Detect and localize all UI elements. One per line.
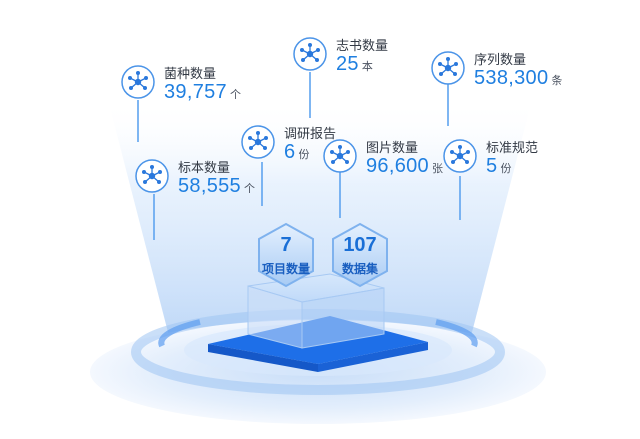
microbe-network-icon: [431, 51, 465, 85]
hex-label: 数据集: [341, 262, 378, 276]
stat-unit: 本: [361, 61, 374, 73]
leader-lines: [137, 72, 461, 240]
stat-label: 标本数量: [178, 160, 231, 175]
stat-label: 标准规范: [486, 140, 539, 155]
microbe-network-icon: [323, 139, 357, 173]
stat-value: 5: [486, 155, 498, 177]
stat-value: 538,300: [474, 67, 549, 89]
stat-unit: 张: [431, 163, 444, 175]
stat-unit: 份: [298, 149, 310, 161]
hex-value: 7: [280, 234, 292, 256]
microbe-network-icon: [135, 159, 169, 193]
hex-label: 项目数量: [261, 262, 310, 276]
stat-value: 39,757: [164, 81, 227, 103]
hex-project-count: 7 项目数量: [256, 222, 316, 288]
hex-dataset-count: 107 数据集: [330, 222, 390, 288]
stat-label: 菌种数量: [164, 66, 217, 81]
stat-unit: 个: [229, 89, 242, 101]
stat-label: 图片数量: [366, 140, 419, 155]
microbe-network-icon: [443, 139, 477, 173]
stat-unit: 份: [500, 163, 512, 175]
stat-value: 58,555: [178, 175, 241, 197]
stat-unit: 条: [551, 75, 563, 87]
stat-value: 96,600: [366, 155, 429, 177]
hex-value: 107: [343, 234, 377, 256]
stat-value: 6: [284, 141, 296, 163]
stat-label: 调研报告: [284, 126, 337, 141]
microbe-network-icon: [241, 125, 275, 159]
stat-label: 序列数量: [474, 52, 527, 67]
stat-value: 25: [336, 53, 359, 75]
light-beam: [108, 100, 532, 340]
stat-unit: 个: [243, 183, 256, 195]
microbe-network-icon: [121, 65, 155, 99]
stat-label: 志书数量: [336, 38, 389, 53]
microbe-network-icon: [293, 37, 327, 71]
